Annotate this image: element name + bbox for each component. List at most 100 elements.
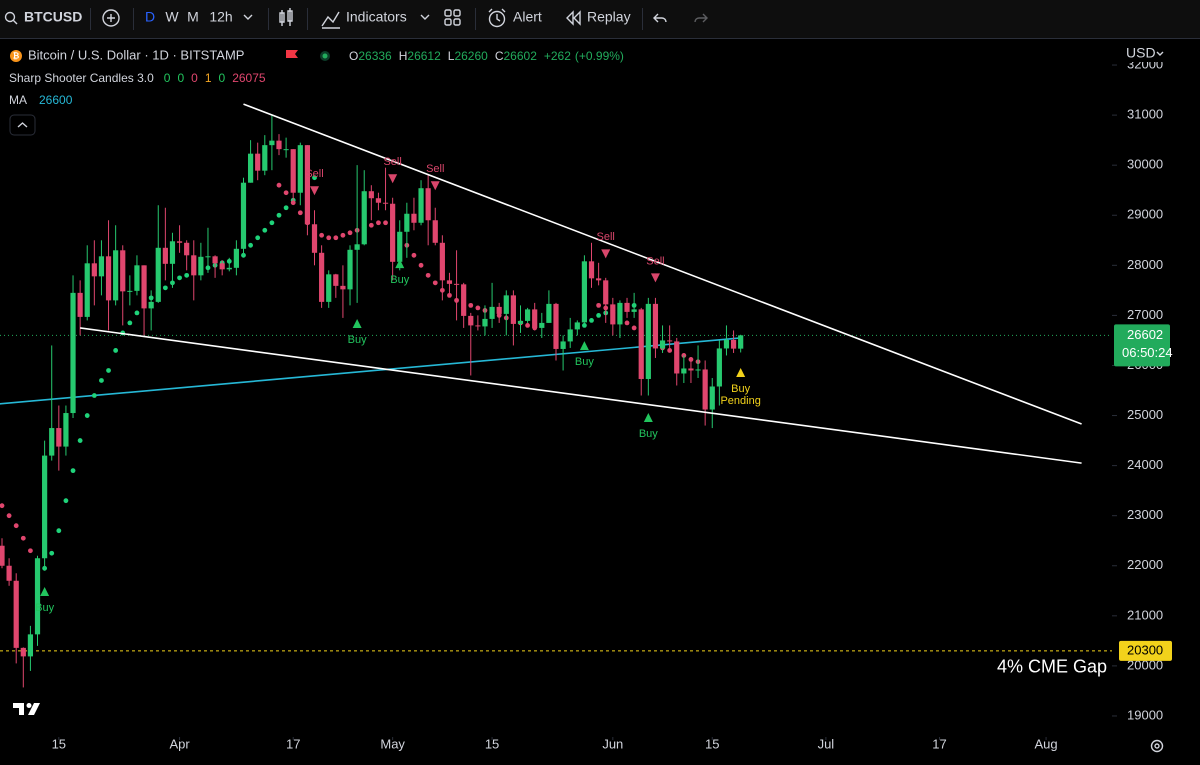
trail-dot xyxy=(269,220,275,226)
x-tick-label: Jun xyxy=(602,736,623,751)
trail-dot xyxy=(127,320,133,326)
pending-label: Buy xyxy=(731,383,750,395)
candle-body xyxy=(42,455,48,559)
buy-arrow xyxy=(40,587,50,597)
candle-body xyxy=(148,301,154,309)
candle-body xyxy=(333,274,339,286)
chart-type-button[interactable] xyxy=(279,8,293,26)
trail-dot xyxy=(28,548,33,554)
buy-arrow xyxy=(352,319,362,329)
interval[interactable]: M xyxy=(187,9,199,25)
currency-selector[interactable]: USD xyxy=(1113,42,1200,62)
search-icon xyxy=(13,20,18,25)
trail-dot xyxy=(134,310,140,316)
gear-icon xyxy=(1150,739,1164,753)
logo-shape xyxy=(26,703,32,708)
symbol: BTCUSD xyxy=(24,9,82,25)
candle-body xyxy=(255,153,261,171)
candle-body xyxy=(56,428,62,447)
indicator-value: 1 xyxy=(205,71,212,85)
candle-body xyxy=(98,256,105,277)
candle-body xyxy=(368,191,374,199)
sell-arrow xyxy=(310,186,320,196)
plus-icon xyxy=(102,9,120,27)
trail-dot xyxy=(312,175,317,181)
buy-label: Buy xyxy=(348,334,367,346)
collapse-icon xyxy=(17,122,28,128)
sell-label: Sell xyxy=(597,231,615,243)
trail-dot xyxy=(582,323,587,328)
x-tick-label: Apr xyxy=(169,736,190,751)
candle-body xyxy=(226,267,232,270)
sell-label: Sell xyxy=(305,168,323,180)
collapse-button[interactable] xyxy=(9,114,36,136)
candle-body xyxy=(311,224,318,253)
candle-body xyxy=(269,140,275,146)
trail-dot xyxy=(276,212,282,218)
y-tick-label: 23000 xyxy=(1127,507,1163,522)
redo[interactable] xyxy=(694,13,708,23)
plus-icon xyxy=(107,14,115,22)
ohlc-label: C xyxy=(495,49,504,63)
candle-body xyxy=(688,368,694,371)
trail-dot xyxy=(596,302,602,308)
interval[interactable]: W xyxy=(165,9,179,25)
settings-button[interactable] xyxy=(1150,739,1164,753)
compare-button[interactable] xyxy=(102,9,120,27)
candle-body xyxy=(567,329,573,342)
candle-body xyxy=(695,369,701,371)
ma-name: MA xyxy=(9,93,27,107)
trail-dot xyxy=(667,348,673,353)
replay-button[interactable]: Replay xyxy=(566,9,631,26)
candle-body xyxy=(517,320,524,324)
symbol-search[interactable]: BTCUSD xyxy=(4,9,83,25)
y-tick-label: 28000 xyxy=(1127,257,1163,272)
candle-body xyxy=(49,428,55,456)
x-tick-label: 15 xyxy=(52,736,66,751)
candle-body xyxy=(475,325,481,327)
y-tick-label: 21000 xyxy=(1127,607,1163,622)
ohlc-value: 26612 xyxy=(407,49,441,63)
trail-dot xyxy=(20,535,26,541)
candle-body xyxy=(574,322,580,330)
trail-dot xyxy=(99,378,104,383)
indicators-button[interactable]: Indicators xyxy=(321,9,407,29)
trail-dot xyxy=(6,513,12,519)
interval[interactable]: D xyxy=(145,9,155,25)
buy-label: Buy xyxy=(35,602,54,614)
buy-label: Buy xyxy=(575,356,594,368)
candle-body xyxy=(532,309,538,328)
candle-body xyxy=(27,634,34,657)
trail-dot xyxy=(162,285,168,291)
trail-dot xyxy=(49,550,55,556)
layouts-button[interactable] xyxy=(444,9,461,26)
candle-body xyxy=(169,241,176,264)
candle-body xyxy=(120,250,126,292)
candle-body xyxy=(681,368,687,374)
trail-dot xyxy=(255,235,261,241)
alert-button[interactable]: Alert xyxy=(488,8,542,28)
chevron[interactable] xyxy=(420,14,430,20)
candle-body xyxy=(20,647,26,657)
indicator-value: 0 xyxy=(164,71,171,85)
candle-body xyxy=(354,244,360,250)
undo[interactable] xyxy=(653,13,667,23)
logo-shape xyxy=(13,703,40,715)
trail-dot xyxy=(631,325,637,331)
y-tick-label: 22000 xyxy=(1127,557,1163,572)
flag[interactable] xyxy=(286,50,298,58)
interval[interactable]: 12h xyxy=(209,9,232,25)
trail-dot xyxy=(333,235,339,241)
candle-body xyxy=(77,292,83,317)
candle-body xyxy=(361,191,367,245)
trail-dot xyxy=(177,275,182,281)
trail-dot xyxy=(326,235,332,241)
candle-body xyxy=(446,280,453,284)
candle-body xyxy=(489,306,495,319)
candle-body xyxy=(375,198,382,203)
candle-body xyxy=(105,256,112,301)
chevron[interactable] xyxy=(243,14,253,20)
x-tick-label: May xyxy=(380,736,405,751)
replay-icon xyxy=(566,10,581,26)
candle-body xyxy=(70,292,76,414)
